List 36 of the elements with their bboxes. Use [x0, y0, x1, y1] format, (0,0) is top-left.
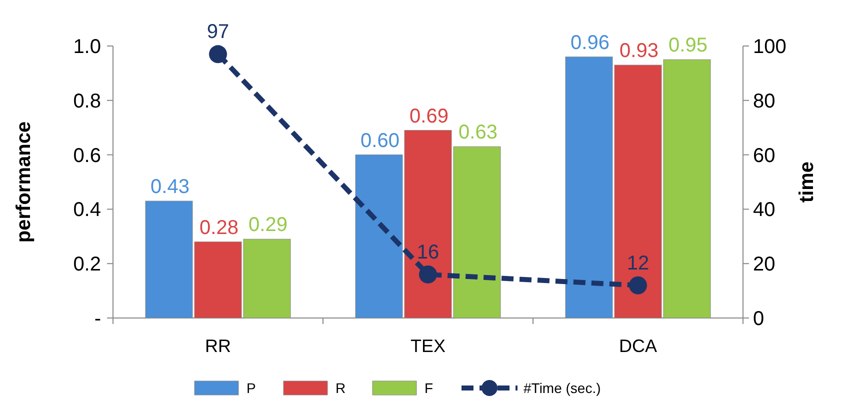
data-label: 16: [416, 241, 440, 264]
y-tick-label: 0.4: [73, 199, 101, 222]
y-tick-label: 0.2: [73, 254, 101, 276]
data-label: 0.28: [200, 216, 238, 239]
x-tick-label: RR: [205, 336, 231, 356]
y2-tick-label: 80: [753, 90, 776, 112]
legend-label: P: [246, 380, 256, 396]
data-label: 0.95: [668, 34, 708, 57]
point: [209, 45, 227, 64]
data-label: 12: [626, 252, 650, 274]
data-label: 0.96: [570, 32, 610, 54]
y-tick-label: 0.8: [73, 90, 101, 112]
y2-tick-label: 60: [753, 144, 776, 167]
y-tick-label: 1.0: [73, 36, 101, 58]
legend-label: F: [424, 380, 434, 396]
y-tick-label: -: [94, 308, 101, 330]
legend-label: R: [336, 380, 346, 396]
x-tick-label: DCA: [618, 336, 658, 356]
y2-tick-label: 100: [753, 36, 786, 58]
y2-tick-label: 0: [753, 308, 764, 330]
data-label: 0.29: [248, 214, 288, 236]
data-label: 0.69: [410, 105, 448, 128]
y2-tick-label: 20: [753, 254, 776, 276]
data-label: 0.63: [458, 122, 498, 144]
point: [419, 265, 437, 284]
y-tick-label: 0.6: [73, 144, 101, 167]
data-label: 0.93: [620, 40, 658, 62]
y2-tick-label: 40: [753, 199, 776, 222]
data-label: 97: [206, 21, 230, 44]
data-label: 0.60: [360, 130, 400, 152]
point: [629, 276, 647, 294]
y-axis-title: performance: [13, 121, 35, 243]
y2-axis-title: time: [796, 161, 818, 203]
x-tick-label: TEX: [410, 336, 446, 356]
data-label: 0.43: [150, 176, 190, 198]
legend-label: #Time (sec.): [524, 380, 601, 396]
